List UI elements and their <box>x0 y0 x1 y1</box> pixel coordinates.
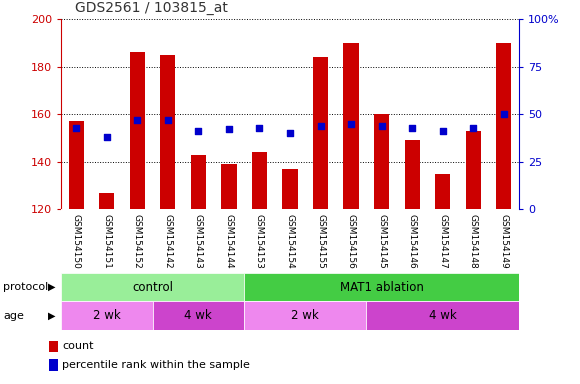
Text: 4 wk: 4 wk <box>429 310 456 322</box>
Point <box>438 128 447 134</box>
Bar <box>222 164 237 209</box>
Point <box>163 117 172 123</box>
Text: age: age <box>3 311 24 321</box>
Text: GSM154149: GSM154149 <box>499 214 508 269</box>
Bar <box>405 141 420 209</box>
Text: GSM154148: GSM154148 <box>469 214 478 269</box>
Bar <box>282 169 298 209</box>
Bar <box>496 43 512 209</box>
Bar <box>367 301 519 330</box>
Text: GSM154144: GSM154144 <box>224 214 233 269</box>
Text: GSM154156: GSM154156 <box>347 214 356 269</box>
Text: GSM154152: GSM154152 <box>133 214 142 269</box>
Text: GSM154155: GSM154155 <box>316 214 325 269</box>
Bar <box>313 57 328 209</box>
Bar <box>61 301 153 330</box>
Point <box>133 117 142 123</box>
Bar <box>61 273 244 301</box>
Text: protocol: protocol <box>3 282 48 292</box>
Bar <box>68 121 84 209</box>
Text: GSM154151: GSM154151 <box>102 214 111 269</box>
Bar <box>191 155 206 209</box>
Point <box>102 134 111 140</box>
Bar <box>435 174 451 209</box>
Text: 2 wk: 2 wk <box>93 310 121 322</box>
Point <box>377 122 386 129</box>
Point <box>71 124 81 131</box>
Bar <box>343 43 358 209</box>
Point <box>346 121 356 127</box>
Bar <box>153 301 244 330</box>
Text: percentile rank within the sample: percentile rank within the sample <box>62 360 250 370</box>
Text: MAT1 ablation: MAT1 ablation <box>340 281 423 293</box>
Text: GSM154153: GSM154153 <box>255 214 264 269</box>
Text: count: count <box>62 341 93 351</box>
Text: GDS2561 / 103815_at: GDS2561 / 103815_at <box>75 2 227 15</box>
Point <box>316 122 325 129</box>
Text: GSM154146: GSM154146 <box>408 214 416 269</box>
Point <box>469 124 478 131</box>
Bar <box>129 53 145 209</box>
Text: GSM154154: GSM154154 <box>285 214 295 269</box>
Bar <box>160 55 176 209</box>
Bar <box>244 273 519 301</box>
Bar <box>49 359 57 371</box>
Point <box>255 124 264 131</box>
Text: GSM154145: GSM154145 <box>377 214 386 269</box>
Text: 4 wk: 4 wk <box>184 310 212 322</box>
Bar <box>244 301 367 330</box>
Point <box>224 126 234 132</box>
Bar <box>374 114 389 209</box>
Text: ▶: ▶ <box>49 311 56 321</box>
Text: GSM154142: GSM154142 <box>164 214 172 269</box>
Bar <box>99 193 114 209</box>
Text: GSM154150: GSM154150 <box>72 214 81 269</box>
Point <box>499 111 509 118</box>
Point <box>194 128 203 134</box>
Text: 2 wk: 2 wk <box>291 310 319 322</box>
Bar <box>49 341 57 352</box>
Point <box>285 130 295 136</box>
Text: control: control <box>132 281 173 293</box>
Point <box>408 124 417 131</box>
Text: GSM154147: GSM154147 <box>438 214 447 269</box>
Text: GSM154143: GSM154143 <box>194 214 203 269</box>
Bar <box>252 152 267 209</box>
Bar <box>466 131 481 209</box>
Text: ▶: ▶ <box>49 282 56 292</box>
